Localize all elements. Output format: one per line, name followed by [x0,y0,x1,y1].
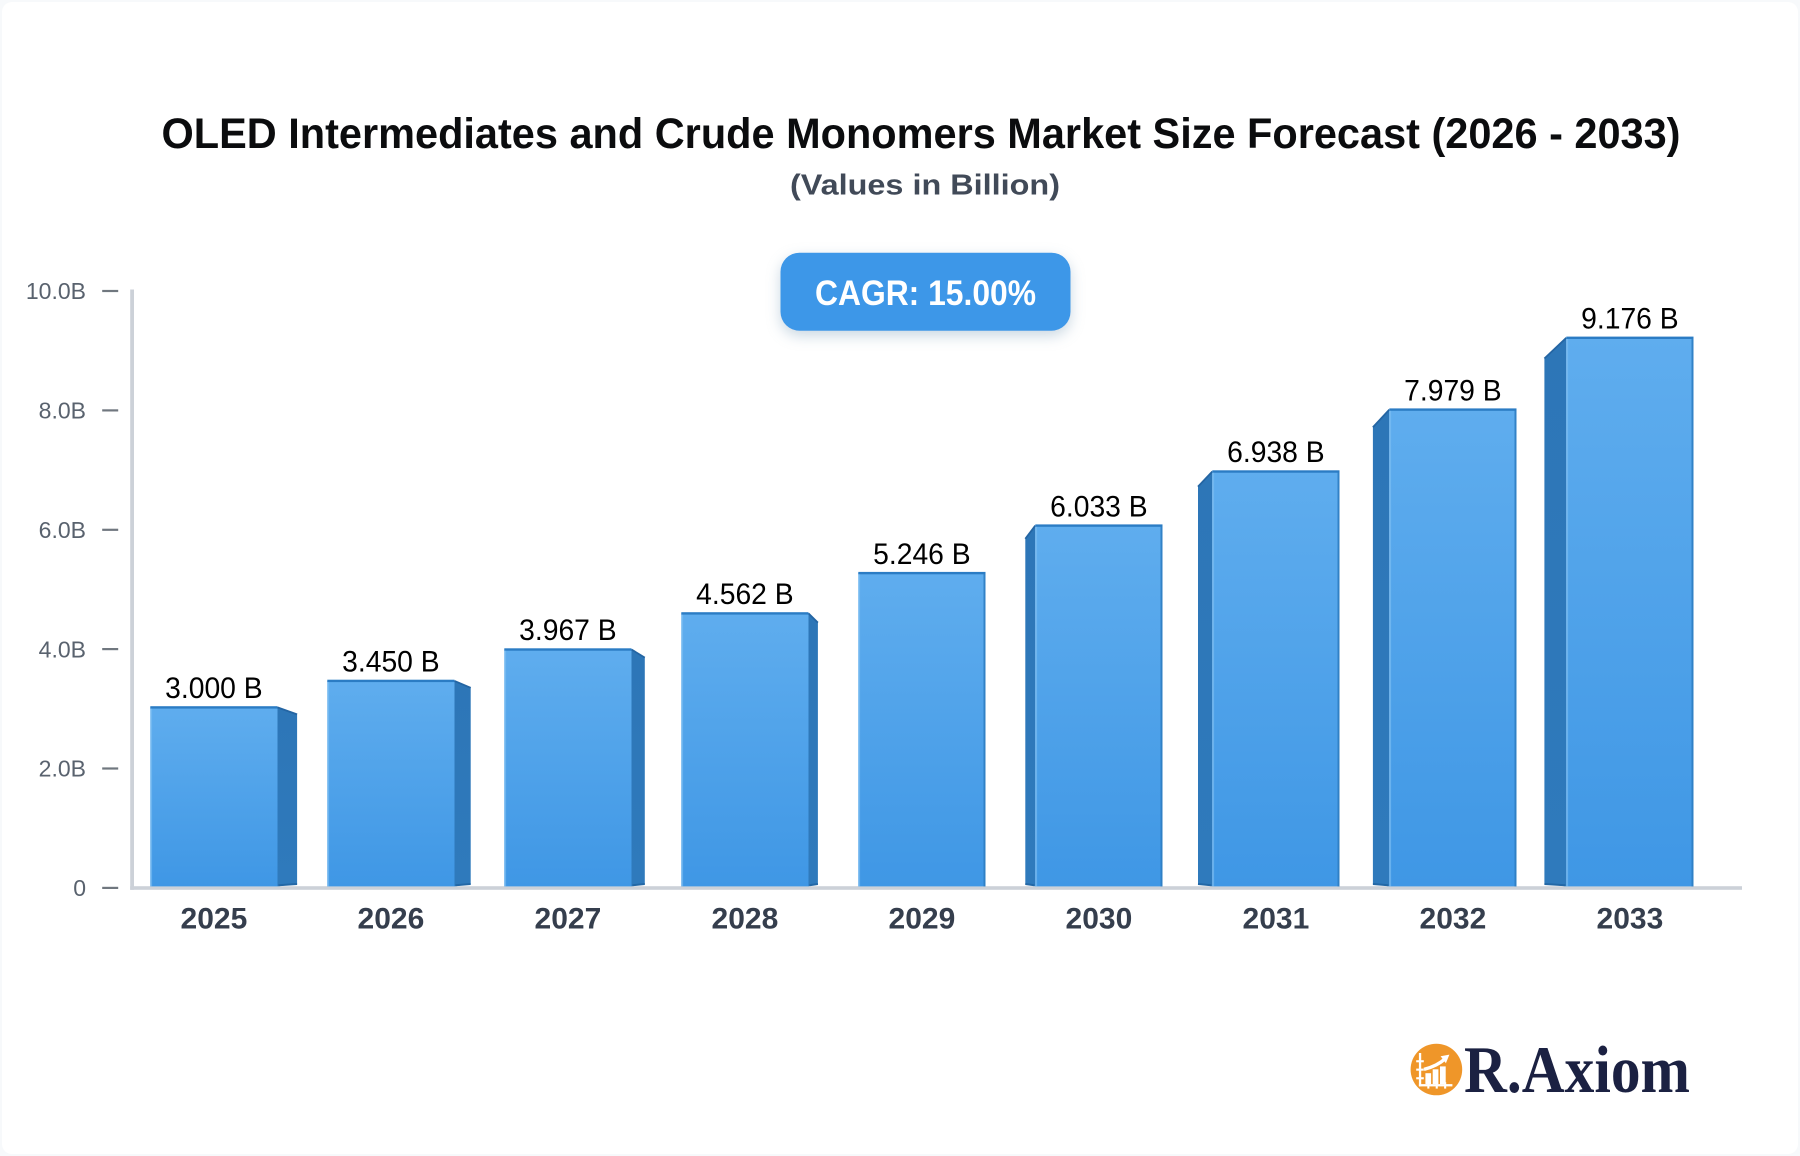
svg-text:10.0B: 10.0B [26,278,86,304]
svg-text:2032: 2032 [1420,903,1487,936]
svg-text:2027: 2027 [535,903,602,936]
svg-text:6.938 B: 6.938 B [1227,436,1325,469]
svg-text:2025: 2025 [181,903,248,936]
svg-text:2033: 2033 [1597,903,1664,936]
svg-text:6.033 B: 6.033 B [1050,490,1148,523]
svg-text:3.000 B: 3.000 B [165,672,263,705]
svg-text:0: 0 [73,875,86,901]
svg-text:(Values in Billion): (Values in Billion) [790,170,1060,202]
svg-text:R.Axiom: R.Axiom [1464,1033,1690,1107]
svg-text:CAGR: 15.00%: CAGR: 15.00% [815,274,1036,313]
svg-text:4.0B: 4.0B [39,636,86,662]
svg-text:8.0B: 8.0B [39,398,86,424]
svg-text:7.979 B: 7.979 B [1404,374,1502,407]
svg-text:9.176 B: 9.176 B [1581,303,1679,336]
svg-text:2031: 2031 [1243,903,1310,936]
svg-text:2026: 2026 [358,903,425,936]
svg-text:5.246 B: 5.246 B [873,538,971,571]
svg-text:2029: 2029 [889,903,956,936]
svg-text:2030: 2030 [1066,903,1133,936]
svg-text:3.450 B: 3.450 B [342,646,440,679]
svg-text:2028: 2028 [712,903,779,936]
svg-text:2.0B: 2.0B [39,756,86,782]
svg-text:4.562 B: 4.562 B [696,578,794,611]
svg-text:3.967 B: 3.967 B [519,614,617,647]
svg-text:6.0B: 6.0B [39,517,86,543]
svg-text:OLED Intermediates and Crude M: OLED Intermediates and Crude Monomers Ma… [162,110,1681,158]
